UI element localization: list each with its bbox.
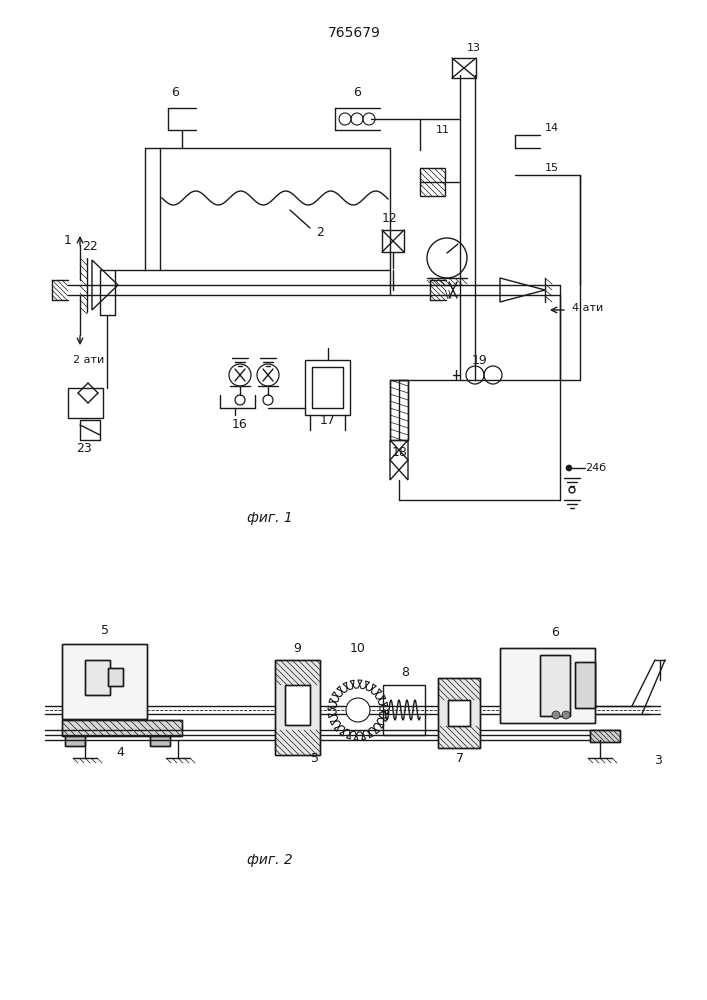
Bar: [68, 388, 103, 418]
Bar: [575, 662, 595, 708]
Text: 14: 14: [545, 123, 559, 133]
Text: 2: 2: [316, 226, 324, 238]
Text: фиг. 2: фиг. 2: [247, 853, 293, 867]
Bar: [448, 700, 470, 726]
Bar: [275, 660, 320, 755]
Bar: [448, 700, 470, 726]
Text: 15: 15: [545, 163, 559, 173]
Bar: [438, 678, 480, 748]
Text: 18: 18: [392, 446, 408, 458]
Bar: [390, 380, 408, 440]
Text: 6: 6: [353, 86, 361, 99]
Text: 6: 6: [551, 626, 559, 639]
Text: 4 ати: 4 ати: [572, 303, 603, 313]
Circle shape: [552, 711, 560, 719]
Bar: [275, 660, 320, 755]
Bar: [285, 685, 310, 725]
Bar: [420, 168, 445, 196]
Bar: [65, 736, 85, 746]
Text: 7: 7: [456, 752, 464, 764]
Bar: [540, 655, 570, 716]
Bar: [500, 648, 595, 723]
Circle shape: [346, 698, 370, 722]
Bar: [500, 648, 595, 723]
Bar: [382, 230, 404, 252]
Text: 10: 10: [350, 642, 366, 654]
Bar: [575, 662, 595, 708]
Bar: [590, 730, 620, 742]
Bar: [108, 668, 123, 686]
Bar: [85, 660, 110, 695]
Circle shape: [566, 465, 572, 471]
Text: 24б: 24б: [585, 463, 606, 473]
Text: 5: 5: [311, 752, 319, 764]
Text: 12: 12: [382, 212, 398, 225]
Text: фиг. 1: фиг. 1: [247, 511, 293, 525]
Bar: [438, 678, 480, 748]
Bar: [62, 644, 147, 719]
Text: 23: 23: [76, 442, 92, 454]
Bar: [390, 380, 408, 440]
Bar: [285, 685, 310, 725]
Text: 2 ати: 2 ати: [73, 355, 104, 365]
Bar: [150, 736, 170, 746]
Bar: [62, 720, 182, 736]
Bar: [312, 367, 343, 408]
Text: 19: 19: [472, 354, 488, 366]
Bar: [80, 420, 100, 440]
Text: \\: \\: [445, 290, 451, 300]
Text: 11: 11: [436, 125, 450, 135]
Bar: [383, 685, 425, 735]
Bar: [85, 660, 110, 695]
Bar: [62, 644, 147, 719]
Text: 8: 8: [401, 666, 409, 680]
Text: 13: 13: [467, 43, 481, 53]
Text: 3: 3: [654, 754, 662, 766]
Bar: [65, 736, 85, 746]
Text: 765679: 765679: [327, 26, 380, 40]
Bar: [62, 720, 182, 736]
Bar: [590, 730, 620, 742]
Text: 9: 9: [293, 642, 301, 654]
Bar: [108, 668, 123, 686]
Text: 17: 17: [320, 414, 336, 426]
Bar: [305, 360, 350, 415]
Text: 16: 16: [232, 418, 248, 432]
Bar: [452, 58, 476, 78]
Bar: [540, 655, 570, 716]
Text: 4: 4: [116, 746, 124, 758]
Text: 1: 1: [64, 233, 72, 246]
Text: 22: 22: [82, 240, 98, 253]
Text: 6: 6: [171, 86, 179, 99]
Circle shape: [562, 711, 570, 719]
Bar: [150, 736, 170, 746]
Text: 5: 5: [101, 624, 109, 637]
